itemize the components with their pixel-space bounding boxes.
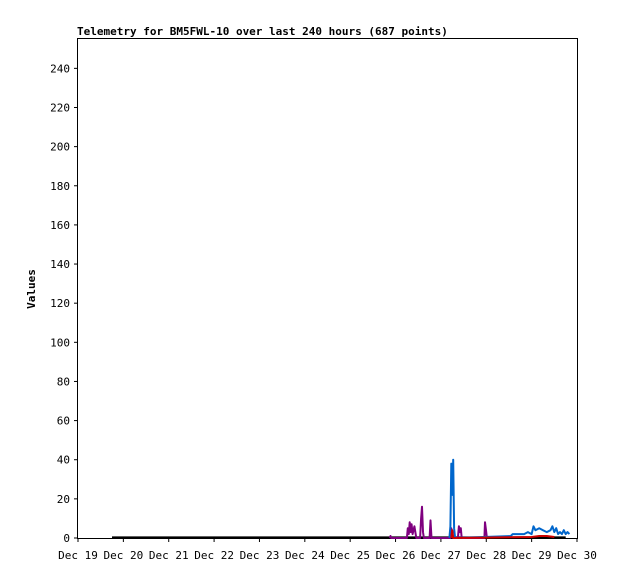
x-tick-label: Dec 25 <box>330 549 370 562</box>
x-tick-label: Dec 20 <box>103 549 143 562</box>
chart-title: Telemetry for BM5FWL-10 over last 240 ho… <box>77 25 448 38</box>
series-line-2 <box>448 458 571 539</box>
x-tick-label: Dec 22 <box>194 549 234 562</box>
y-tick-label: 100 <box>50 336 70 349</box>
plot-area <box>77 38 578 539</box>
y-tick-label: 120 <box>50 297 70 310</box>
data-series <box>112 458 571 539</box>
x-tick-label: Dec 30 <box>557 549 597 562</box>
y-tick-label: 220 <box>50 101 70 114</box>
series-line-1 <box>388 505 488 539</box>
x-tick-label: Dec 26 <box>376 549 416 562</box>
x-tick-label: Dec 28 <box>466 549 506 562</box>
y-axis-ticks: 0 20 40 60 80 100 120 140 160 180 200 220 240 <box>50 62 78 545</box>
y-tick-label: 0 <box>63 532 70 545</box>
y-tick-label: 40 <box>57 454 70 467</box>
x-tick-label: Dec 19 <box>58 549 98 562</box>
x-tick-label: Dec 23 <box>240 549 280 562</box>
y-tick-label: 200 <box>50 141 70 154</box>
x-tick-label: Dec 21 <box>149 549 189 562</box>
y-tick-label: 180 <box>50 180 70 193</box>
x-tick-label: Dec 24 <box>285 549 325 562</box>
y-tick-label: 80 <box>57 375 70 388</box>
x-tick-label: Dec 29 <box>512 549 552 562</box>
x-axis-ticks: Dec 19 Dec 20 Dec 21 Dec 22 Dec 23 Dec 24 Dec … <box>58 538 597 562</box>
y-tick-label: 60 <box>57 415 70 428</box>
y-axis-label: Values <box>25 269 38 309</box>
y-tick-label: 240 <box>50 62 70 75</box>
y-tick-label: 140 <box>50 258 70 271</box>
y-tick-label: 20 <box>57 493 70 506</box>
x-tick-label: Dec 27 <box>421 549 461 562</box>
series-line-3 <box>450 529 555 539</box>
y-tick-label: 160 <box>50 219 70 232</box>
